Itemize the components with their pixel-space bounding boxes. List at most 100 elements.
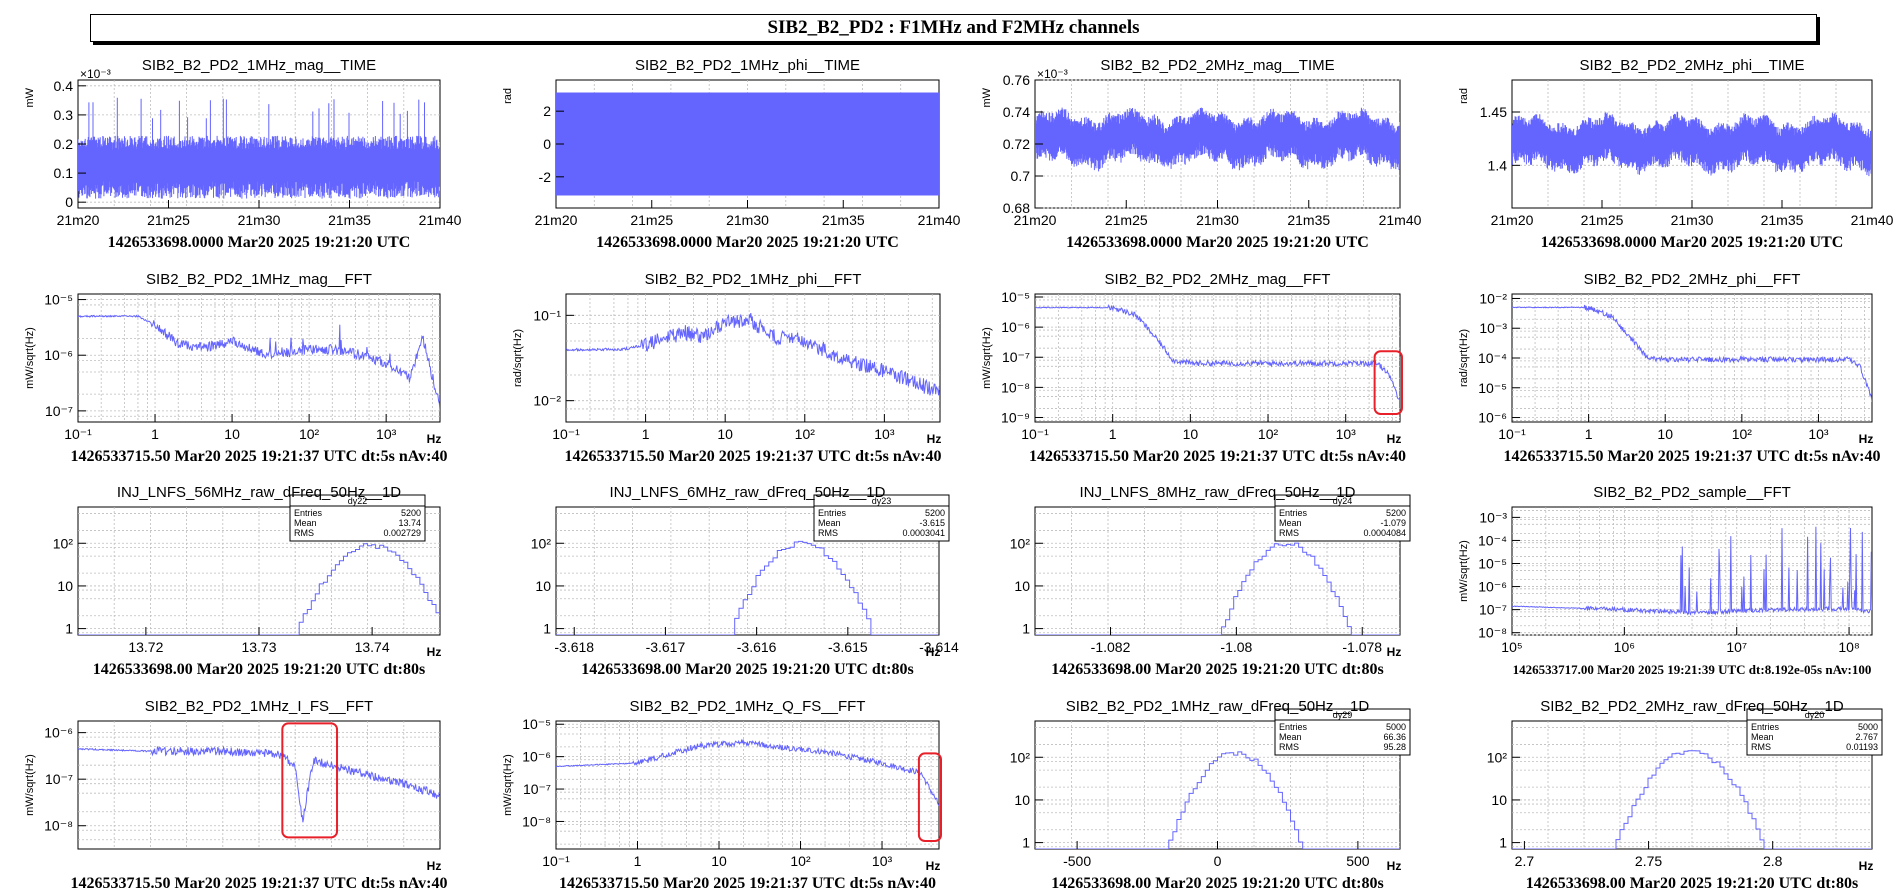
- data-layer: [1512, 750, 1872, 849]
- stats-label: RMS: [818, 528, 838, 538]
- data-layer: [78, 745, 440, 823]
- stats-value: 13.74: [398, 518, 421, 528]
- axis-label-y: mW/sqrt(Hz): [981, 327, 993, 389]
- data-series: [556, 738, 939, 806]
- tick-label-x: 10³: [874, 426, 895, 442]
- tick-label-y: 0.76: [1003, 72, 1030, 88]
- stats-value: 0.0003041: [902, 528, 945, 538]
- chart-title: INJ_LNFS_6MHz_raw_dFreq_50Hz__1D: [610, 484, 886, 501]
- axis-unit-x: Hz: [1387, 432, 1402, 446]
- tick-label-x: 10⁷: [1726, 639, 1747, 655]
- data-histogram: [1035, 542, 1400, 635]
- chart-title: SIB2_B2_PD2_2MHz_phi__TIME: [1579, 57, 1804, 74]
- tick-label-y: 0.72: [1003, 136, 1030, 152]
- data-series: [78, 745, 440, 823]
- stats-box: dy20 Entries 5000 Mean 2.767 RMS 0.01193: [1746, 708, 1883, 756]
- plot-frame: [565, 293, 941, 423]
- stats-label: RMS: [1279, 528, 1299, 538]
- stats-label: Entries: [1751, 722, 1780, 732]
- chart-caption: 1426533698.0000 Mar20 2025 19:21:20 UTC: [1541, 234, 1844, 251]
- tick-label-y: 10⁻⁷: [523, 781, 551, 797]
- axis-exponent: ×10⁻³: [80, 67, 111, 81]
- chart-caption: 1426533698.0000 Mar20 2025 19:21:20 UTC: [108, 234, 411, 251]
- chart-caption: 1426533698.0000 Mar20 2025 19:21:20 UTC: [596, 234, 899, 251]
- tick-label-x: 21m30: [238, 212, 281, 228]
- tick-label-y: 1: [1022, 621, 1030, 637]
- data-histogram: [1512, 750, 1872, 849]
- chart-caption: 1426533715.50 Mar20 2025 19:21:37 UTC dt…: [70, 875, 447, 892]
- stats-value: 5200: [925, 508, 945, 518]
- tick-label-x: 10⁻¹: [542, 853, 570, 869]
- tick-label-y: 0: [65, 194, 73, 210]
- axis-label-y: mW: [24, 87, 36, 107]
- chart-panel-10: dy24 Entries 5200 Mean -1.079 RMS 0.0004084 1 10…: [1010, 484, 1411, 678]
- highlight-box: [1373, 350, 1404, 416]
- tick-label-x: 10²: [299, 426, 320, 442]
- chart-panel-13: 10⁻⁸ 10⁻⁷ 10⁻⁶ 10⁻⁵ 10⁻¹ 1 10 10² 10³ SIB2_B2_PD2…: [502, 698, 942, 892]
- tick-label-y: 1.4: [1488, 157, 1508, 173]
- tick-label-y: 10⁻⁴: [1478, 350, 1507, 366]
- tick-label-x: 10: [717, 426, 733, 442]
- tick-label-y: 0.74: [1003, 104, 1030, 120]
- chart-panel-15: dy20 Entries 5000 Mean 2.767 RMS 0.01193 1 10 10²…: [1487, 698, 1883, 892]
- stats-label: Entries: [818, 508, 847, 518]
- tick-label-y: 0: [543, 136, 551, 152]
- chart-title: SIB2_B2_PD2_1MHz_mag__TIME: [142, 57, 376, 74]
- axis-unit-x: Hz: [926, 859, 941, 873]
- data-layer: [78, 543, 440, 635]
- chart-title: SIB2_B2_PD2_1MHz_I_FS__FFT: [145, 698, 373, 715]
- chart-title: SIB2_B2_PD2_sample__FFT: [1593, 484, 1791, 501]
- tick-label-x: -3.618: [554, 639, 594, 655]
- tick-label-y: 10⁻⁶: [44, 347, 73, 363]
- tick-label-x: -1.08: [1220, 639, 1252, 655]
- axis-label-y: rad/sqrt(Hz): [512, 329, 524, 387]
- tick-label-x: 21m20: [57, 212, 100, 228]
- stats-value: 0.002729: [383, 528, 421, 538]
- tick-label-y: 10⁻⁸: [1001, 379, 1030, 395]
- tick-label-x: 21m40: [918, 212, 961, 228]
- stats-box: dy29 Entries 5000 Mean 66.36 RMS 95.28: [1274, 708, 1411, 756]
- axis-unit-x: Hz: [927, 432, 942, 446]
- tick-label-y: 10⁻⁸: [1478, 625, 1507, 641]
- chart-caption: 1426533715.50 Mar20 2025 19:21:37 UTC dt…: [70, 448, 447, 465]
- chart-panel-11: 10⁻⁸ 10⁻⁷ 10⁻⁶ 10⁻⁵ 10⁻⁴ 10⁻³ 10⁵ 10⁶ 10⁷ 10⁸ SIB2…: [1458, 484, 1873, 677]
- axis-unit-x: Hz: [427, 432, 442, 446]
- data-layer: [1512, 111, 1872, 177]
- data-layer: [1512, 526, 1872, 616]
- tick-label-x: 10⁵: [1501, 639, 1522, 655]
- data-layer: [1035, 751, 1400, 849]
- data-layer: [556, 540, 939, 635]
- data-series: [1512, 304, 1872, 402]
- chart-caption: 1426533715.50 Mar20 2025 19:21:37 UTC dt…: [1029, 448, 1406, 465]
- tick-label-x: 10³: [376, 426, 397, 442]
- axis-label-y: mW/sqrt(Hz): [502, 754, 514, 816]
- stats-frame: [289, 494, 426, 542]
- stats-name: dy22: [348, 496, 368, 506]
- tick-label-x: 21m40: [1851, 212, 1894, 228]
- tick-label-x: 10²: [1732, 426, 1753, 442]
- stats-label: RMS: [294, 528, 314, 538]
- data-series: [1512, 526, 1872, 616]
- tick-label-x: 21m30: [1196, 212, 1239, 228]
- tick-label-x: 21m40: [419, 212, 462, 228]
- tick-label-x: 21m25: [630, 212, 673, 228]
- tick-label-x: 21m20: [1014, 212, 1057, 228]
- chart-caption: 1426533717.00 Mar20 2025 19:21:39 UTC dt…: [1513, 662, 1872, 677]
- tick-label-x: 21m30: [1671, 212, 1714, 228]
- chart-panel-12: 10⁻⁸ 10⁻⁷ 10⁻⁶ SIB2_B2_PD2_1MHz_I_FS__FFT mW…: [24, 698, 448, 892]
- tick-label-x: 21m25: [1105, 212, 1148, 228]
- chart-panel-1: -2 0 2 21m20 21m25 21m30 21m35 21m40 SIB2_B2_PD2…: [502, 57, 961, 251]
- tick-label-x: 10: [224, 426, 240, 442]
- axis-label-y: mW: [981, 87, 993, 107]
- stats-value: 0.01193: [1846, 742, 1878, 752]
- tick-label-x: 2.8: [1763, 853, 1783, 869]
- tick-label-y: 10⁻²: [533, 393, 561, 409]
- axis-label-y: rad/sqrt(Hz): [1458, 329, 1470, 387]
- tick-label-x: 21m35: [1287, 212, 1330, 228]
- tick-label-y: 10⁻⁵: [522, 716, 551, 732]
- chart-caption: 1426533698.00 Mar20 2025 19:21:20 UTC dt…: [1526, 875, 1858, 892]
- tick-label-x: 10⁶: [1614, 639, 1635, 655]
- highlight-box: [917, 752, 942, 843]
- tick-label-y: 10⁻⁸: [522, 813, 551, 829]
- tick-label-y: 0.2: [54, 136, 74, 152]
